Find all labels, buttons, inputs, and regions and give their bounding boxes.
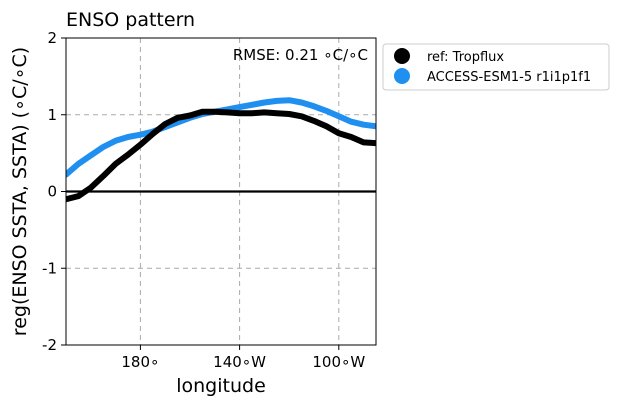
legend-items: ref: Tropflux ACCESS-ESM1-5 r1i1p1f1 [394,48,591,85]
y-tick-label: 0 [47,183,57,201]
x-tick-label: 140∘W [213,353,266,371]
y-axis-ticks: 2 1 0 -1 -2 [42,29,66,354]
y-tick-label: -2 [42,336,57,354]
y-axis-label: reg(ENSO SSTA, SSTA) (∘C/∘C) [9,47,31,336]
x-tick-label: 100∘W [312,353,365,371]
y-tick-label: -1 [42,259,57,277]
legend: ref: Tropflux ACCESS-ESM1-5 r1i1p1f1 [382,43,610,91]
x-axis-label: longitude [176,375,266,397]
legend-box [382,43,610,91]
rmse-annotation: RMSE: 0.21 ∘C/∘C [233,46,368,64]
legend-marker [394,68,410,84]
y-tick-label: 1 [47,106,57,124]
chart-title: ENSO pattern [66,9,195,31]
plot-area [65,37,377,346]
y-tick-label: 2 [47,29,57,47]
legend-label: ACCESS-ESM1-5 r1i1p1f1 [427,70,591,85]
x-tick-label: 180∘ [121,353,159,371]
legend-marker [394,48,410,64]
series-line-reference [66,108,376,203]
legend-label: ref: Tropflux [427,50,504,65]
series-layer [66,97,376,203]
x-axis-ticks: 180∘ 140∘W 100∘W [121,345,365,371]
